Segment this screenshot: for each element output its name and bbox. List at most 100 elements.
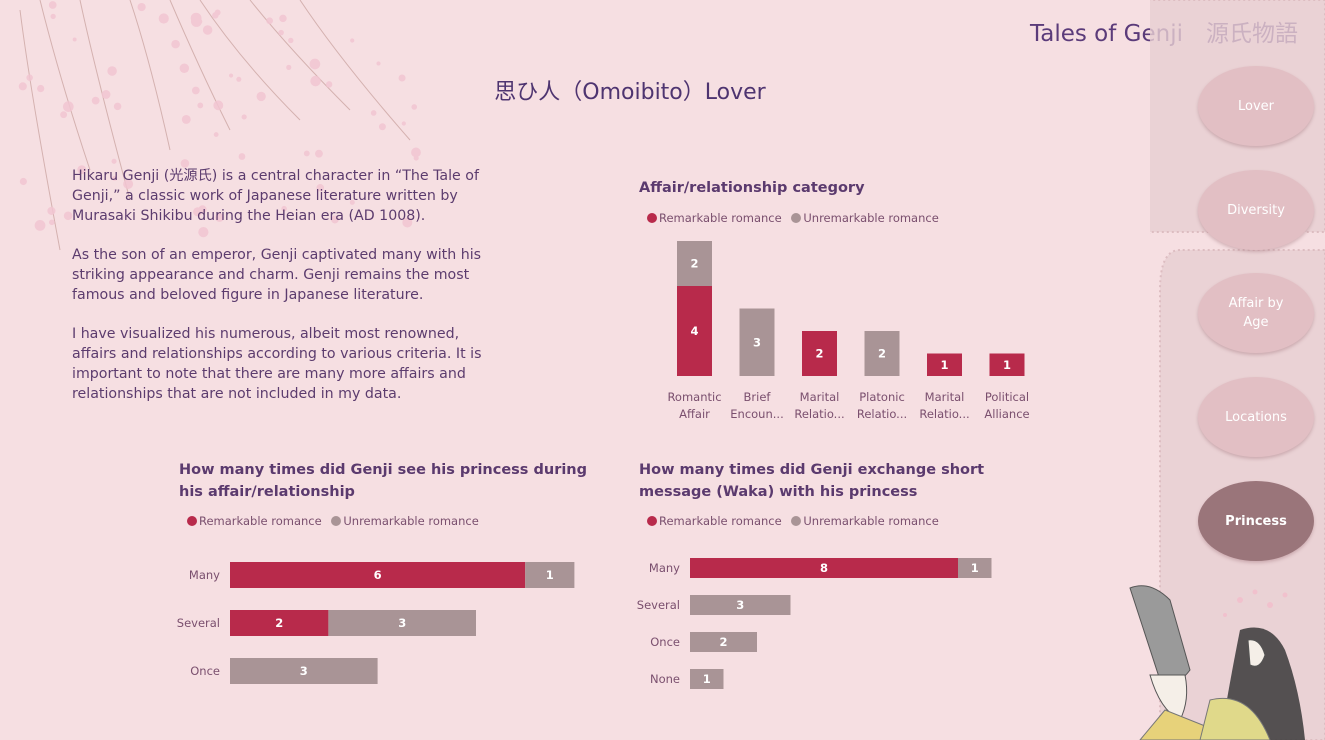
blossom-petal xyxy=(179,63,190,73)
bar-unremarkable xyxy=(677,241,712,286)
blossom-petal xyxy=(376,61,381,66)
data-label: 3 xyxy=(398,616,406,630)
blossom-petal xyxy=(47,206,56,215)
waka-chart-legend: Remarkable romance Unremarkable romance xyxy=(647,514,945,528)
blossom-petal xyxy=(370,110,377,116)
legend-item-unremarkable: Unremarkable romance xyxy=(791,514,939,528)
category-tick-label: Romantic xyxy=(667,390,721,404)
bar-unremarkable xyxy=(690,595,791,615)
blossom-petal xyxy=(411,147,421,158)
nav-locations-button[interactable]: Locations xyxy=(1198,377,1314,457)
category-tick-label: Affair xyxy=(679,407,710,421)
blossom-petal xyxy=(34,219,46,231)
visits-chart-legend: Remarkable romance Unremarkable romance xyxy=(187,514,485,528)
blossom-petal xyxy=(111,158,117,164)
nav-affair-by-age-button[interactable]: Affair by Age xyxy=(1198,273,1314,353)
blossom-petal xyxy=(72,37,77,42)
category-tick-label: Alliance xyxy=(984,407,1029,421)
data-label: 2 xyxy=(690,257,698,271)
data-label: 6 xyxy=(374,568,382,582)
blossom-petal xyxy=(193,207,203,217)
blossom-petal xyxy=(50,13,56,20)
blossom-petal xyxy=(309,58,321,70)
bar-remarkable xyxy=(927,353,962,376)
data-label: 3 xyxy=(753,335,761,349)
category-tick-label: Political xyxy=(985,390,1029,404)
blossom-petal xyxy=(401,121,406,126)
category-tick-label: Relatio... xyxy=(794,407,844,421)
blossom-petal xyxy=(398,74,406,82)
nav-princess-button[interactable]: Princess xyxy=(1198,481,1314,561)
blossom-petal xyxy=(198,226,209,238)
legend-item-unremarkable: Unremarkable romance xyxy=(331,514,479,528)
blossom-petal xyxy=(19,177,27,186)
visits-chart-title: How many times did Genji see his princes… xyxy=(179,462,588,500)
data-label: 1 xyxy=(546,568,554,582)
data-label: 2 xyxy=(815,347,823,361)
bar-remarkable xyxy=(690,558,958,578)
intro-paragraph-2: As the son of an emperor, Genji captivat… xyxy=(72,247,482,303)
legend-item-remarkable: Remarkable romance xyxy=(187,514,322,528)
blossom-petal xyxy=(191,86,200,95)
waka-bar-chart: Many 8 1 Several 3 Once 2 None 1 xyxy=(637,558,992,689)
blossom-petal xyxy=(112,175,118,181)
bar-remarkable xyxy=(802,331,837,376)
blossom-petal xyxy=(181,114,191,124)
blossom-petal xyxy=(281,205,287,212)
blossom-petal xyxy=(158,13,169,24)
blossom-petal xyxy=(48,1,57,9)
blossom-petal xyxy=(91,96,100,105)
blossom-petal xyxy=(123,178,134,190)
data-label: 3 xyxy=(300,664,308,678)
blossom-petal xyxy=(256,91,266,102)
data-label: 4 xyxy=(690,324,698,338)
blossom-petal xyxy=(49,219,55,226)
blossom-petal xyxy=(411,104,418,110)
blossom-petal xyxy=(63,211,73,221)
bar-unremarkable xyxy=(690,669,724,689)
blossom-petal xyxy=(62,101,74,112)
legend-label-unremarkable: Unremarkable romance xyxy=(343,514,479,528)
genji-illustration xyxy=(1129,585,1305,740)
blossom-petal xyxy=(236,76,242,82)
blossom-petal xyxy=(331,215,339,224)
data-label: 2 xyxy=(275,616,283,630)
blossom-petal xyxy=(378,123,386,131)
cherry-blossom-decoration xyxy=(18,0,421,251)
blossom-petal xyxy=(190,12,202,24)
blossom-petal xyxy=(286,64,292,70)
blossom-petal xyxy=(325,81,333,88)
legend-swatch-remarkable xyxy=(647,213,657,223)
legend-label-remarkable: Remarkable romance xyxy=(659,514,782,528)
data-label: 3 xyxy=(736,598,744,612)
data-label: 1 xyxy=(703,672,711,686)
bar-unremarkable xyxy=(230,658,378,684)
category-tick-label: Several xyxy=(637,598,680,612)
blossom-petal xyxy=(180,159,190,168)
bar-unremarkable xyxy=(958,558,992,578)
legend-label-remarkable: Remarkable romance xyxy=(659,211,782,225)
legend-item-remarkable: Remarkable romance xyxy=(647,514,782,528)
waka-chart-title: How many times did Genji exchange short … xyxy=(639,462,985,500)
category-tick-label: Brief xyxy=(744,390,772,404)
category-tick-label: Marital xyxy=(800,390,840,404)
data-label: 1 xyxy=(1003,358,1011,372)
category-tick-label: Several xyxy=(177,616,220,630)
blossom-petal xyxy=(18,82,27,91)
legend-swatch-unremarkable xyxy=(331,516,342,526)
blossom-petal xyxy=(77,165,87,175)
category-tick-label: Platonic xyxy=(859,390,905,404)
bar-remarkable xyxy=(677,286,712,376)
category-tick-label: Once xyxy=(190,664,220,678)
legend-swatch-remarkable xyxy=(647,516,657,526)
blossom-petal xyxy=(316,184,325,192)
bar-unremarkable xyxy=(690,632,757,652)
blossom-petal xyxy=(137,2,146,12)
bar-remarkable xyxy=(230,610,329,636)
blossom-petal xyxy=(171,39,180,49)
legend-swatch-remarkable xyxy=(187,516,197,526)
nav-diversity-button[interactable]: Diversity xyxy=(1198,170,1314,250)
nav-lover-button[interactable]: Lover xyxy=(1198,66,1314,146)
blossom-petal xyxy=(279,14,287,23)
legend-item-unremarkable: Unremarkable romance xyxy=(791,211,939,225)
